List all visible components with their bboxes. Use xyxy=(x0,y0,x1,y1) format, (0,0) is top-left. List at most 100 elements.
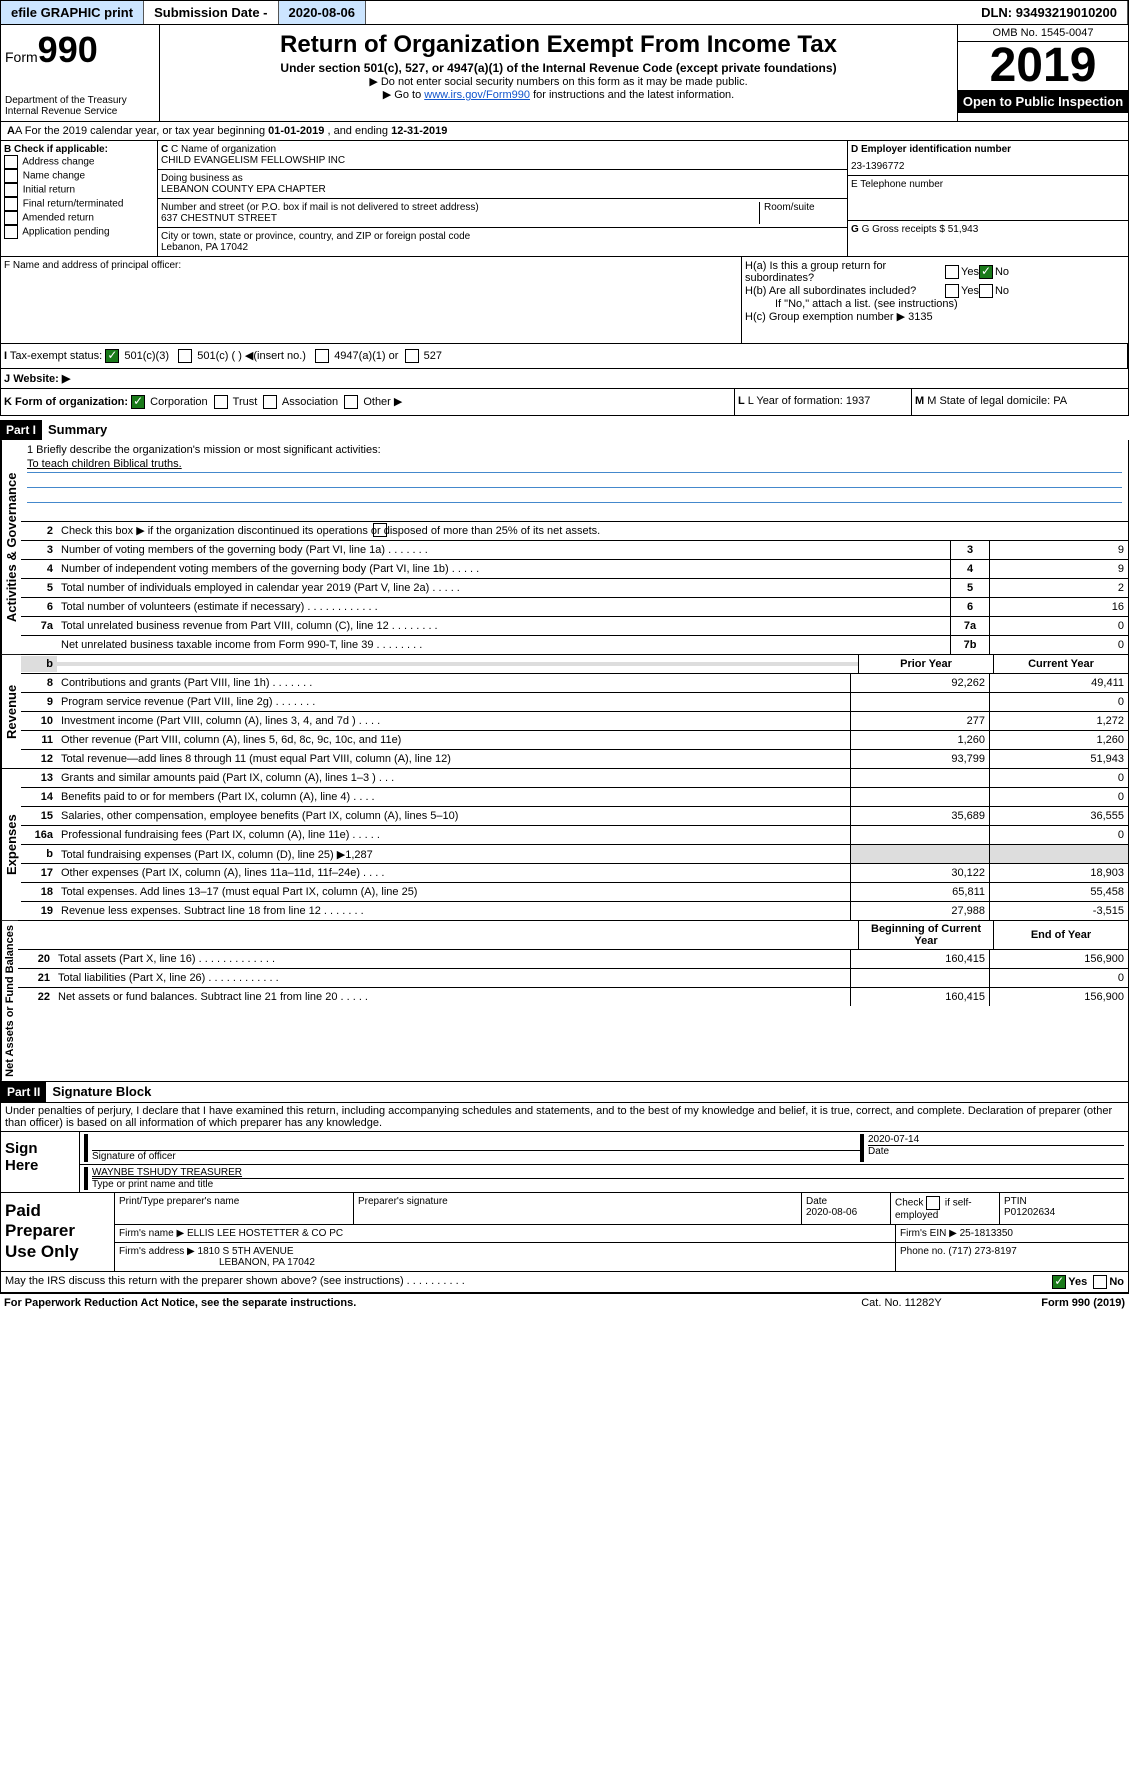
prior-value: 92,262 xyxy=(850,674,989,692)
b-opt-checkbox[interactable] xyxy=(4,211,18,225)
city: Lebanon, PA 17042 xyxy=(161,242,844,253)
efile-button[interactable]: efile GRAPHIC print xyxy=(1,1,144,24)
line-text: Professional fundraising fees (Part IX, … xyxy=(57,827,850,843)
501c-checkbox[interactable] xyxy=(178,349,192,363)
hb-note: If "No," attach a list. (see instruction… xyxy=(745,298,1125,310)
b-opt-checkbox[interactable] xyxy=(4,183,18,197)
current-value: 49,411 xyxy=(989,674,1128,692)
open-public: Open to Public Inspection xyxy=(958,90,1128,113)
ha-no-checkbox[interactable] xyxy=(979,265,993,279)
discuss-text: May the IRS discuss this return with the… xyxy=(5,1275,1052,1289)
prior-value: 35,689 xyxy=(850,807,989,825)
trust-checkbox[interactable] xyxy=(214,395,228,409)
line-text: Net assets or fund balances. Subtract li… xyxy=(54,989,850,1005)
ha-yes-checkbox[interactable] xyxy=(945,265,959,279)
q2-text: Check this box ▶ if the organization dis… xyxy=(57,522,1128,540)
line-text: Benefits paid to or for members (Part IX… xyxy=(57,789,850,805)
form990-link[interactable]: www.irs.gov/Form990 xyxy=(424,89,530,101)
prior-value: 93,799 xyxy=(850,750,989,768)
b-opt-checkbox[interactable] xyxy=(4,169,18,183)
b-opt-checkbox[interactable] xyxy=(4,197,18,211)
section-b-block: B Check if applicable: Address change Na… xyxy=(0,141,1129,257)
discuss-yes-checkbox[interactable] xyxy=(1052,1275,1066,1289)
current-value: 51,943 xyxy=(989,750,1128,768)
gov-label: Activities & Governance xyxy=(1,440,21,654)
line-text: Program service revenue (Part VIII, line… xyxy=(57,694,850,710)
corp-checkbox[interactable] xyxy=(131,395,145,409)
website-row: J Website: ▶ xyxy=(0,369,1129,389)
sig-name-label: Type or print name and title xyxy=(92,1178,1124,1190)
col-begin: Beginning of Current Year xyxy=(858,921,993,949)
prior-value: 30,122 xyxy=(850,864,989,882)
sig-date-label: Date xyxy=(868,1145,1124,1157)
ptin: PTINP01202634 xyxy=(1000,1193,1128,1224)
b-opt-checkbox[interactable] xyxy=(4,155,18,169)
revenue-table: Revenue bPrior YearCurrent Year 8Contrib… xyxy=(0,655,1129,769)
line-text: Investment income (Part VIII, column (A)… xyxy=(57,713,850,729)
discuss-row: May the IRS discuss this return with the… xyxy=(0,1272,1129,1293)
q1-label: 1 Briefly describe the organization's mi… xyxy=(27,444,1122,456)
501c3-checkbox[interactable] xyxy=(105,349,119,363)
form-note-2: ▶ Go to www.irs.gov/Form990 for instruct… xyxy=(164,88,953,101)
dba-label: Doing business as xyxy=(161,173,844,184)
q2-checkbox[interactable] xyxy=(373,523,387,537)
current-value: 156,900 xyxy=(989,988,1128,1006)
current-value: 0 xyxy=(989,826,1128,844)
form-title: Return of Organization Exempt From Incom… xyxy=(164,31,953,59)
line-value: 0 xyxy=(989,636,1128,654)
firm-phone: Phone no. (717) 273-8197 xyxy=(896,1243,1128,1271)
self-emp-checkbox[interactable] xyxy=(926,1196,940,1210)
b-opt-checkbox[interactable] xyxy=(4,225,18,239)
hb-yes-checkbox[interactable] xyxy=(945,284,959,298)
current-value: 0 xyxy=(989,788,1128,806)
hb-label: H(b) Are all subordinates included? xyxy=(745,285,945,297)
form-header: Form990 Department of the Treasury Inter… xyxy=(0,25,1129,122)
form-org-row: K Form of organization: Corporation Trus… xyxy=(0,389,1129,416)
current-value: 0 xyxy=(989,969,1128,987)
city-label: City or town, state or province, country… xyxy=(161,231,844,242)
hb-no-checkbox[interactable] xyxy=(979,284,993,298)
cat-no: Cat. No. 11282Y xyxy=(861,1297,1041,1309)
part-2-header: Part II xyxy=(1,1082,46,1102)
current-value: 1,260 xyxy=(989,731,1128,749)
discuss-no-checkbox[interactable] xyxy=(1093,1275,1107,1289)
current-value: 18,903 xyxy=(989,864,1128,882)
prior-value xyxy=(850,788,989,806)
4947-checkbox[interactable] xyxy=(315,349,329,363)
expenses-table: Expenses 13Grants and similar amounts pa… xyxy=(0,769,1129,921)
line-value: 9 xyxy=(989,560,1128,578)
other-checkbox[interactable] xyxy=(344,395,358,409)
line-box: 4 xyxy=(950,560,989,578)
principal-officer-row: F Name and address of principal officer:… xyxy=(0,257,1129,344)
prior-value: 160,415 xyxy=(850,950,989,968)
org-name-label: C C Name of organization xyxy=(161,144,844,155)
rev-label: Revenue xyxy=(1,655,21,768)
exempt-status-row: I Tax-exempt status: 501(c)(3) 501(c) ( … xyxy=(0,344,1129,369)
dln: DLN: 93493219010200 xyxy=(971,1,1128,24)
prior-value xyxy=(850,969,989,987)
ha-label: H(a) Is this a group return for subordin… xyxy=(745,260,945,284)
prep-date: Date2020-08-06 xyxy=(802,1193,891,1224)
room-label: Room/suite xyxy=(759,202,844,224)
tax-year: 2019 xyxy=(958,42,1128,90)
form-note-1: ▶ Do not enter social security numbers o… xyxy=(164,75,953,88)
line-box: 7b xyxy=(950,636,989,654)
line-text: Total number of individuals employed in … xyxy=(57,580,950,596)
assoc-checkbox[interactable] xyxy=(263,395,277,409)
col-current: Current Year xyxy=(993,655,1128,673)
prior-value: 160,415 xyxy=(850,988,989,1006)
firm-name: Firm's name ▶ ELLIS LEE HOSTETTER & CO P… xyxy=(115,1225,896,1242)
line-value: 16 xyxy=(989,598,1128,616)
org-name: CHILD EVANGELISM FELLOWSHIP INC xyxy=(161,155,844,166)
527-checkbox[interactable] xyxy=(405,349,419,363)
prep-name-label: Print/Type preparer's name xyxy=(115,1193,354,1224)
line-text: Salaries, other compensation, employee b… xyxy=(57,808,850,824)
part-1-title: Summary xyxy=(48,422,107,437)
current-value: 0 xyxy=(989,693,1128,711)
self-employed: Check if self-employed xyxy=(891,1193,1000,1224)
line-text: Net unrelated business taxable income fr… xyxy=(57,637,950,653)
line-text: Number of voting members of the governin… xyxy=(57,542,950,558)
current-value: 156,900 xyxy=(989,950,1128,968)
prior-value xyxy=(850,769,989,787)
net-label: Net Assets or Fund Balances xyxy=(1,921,18,1081)
